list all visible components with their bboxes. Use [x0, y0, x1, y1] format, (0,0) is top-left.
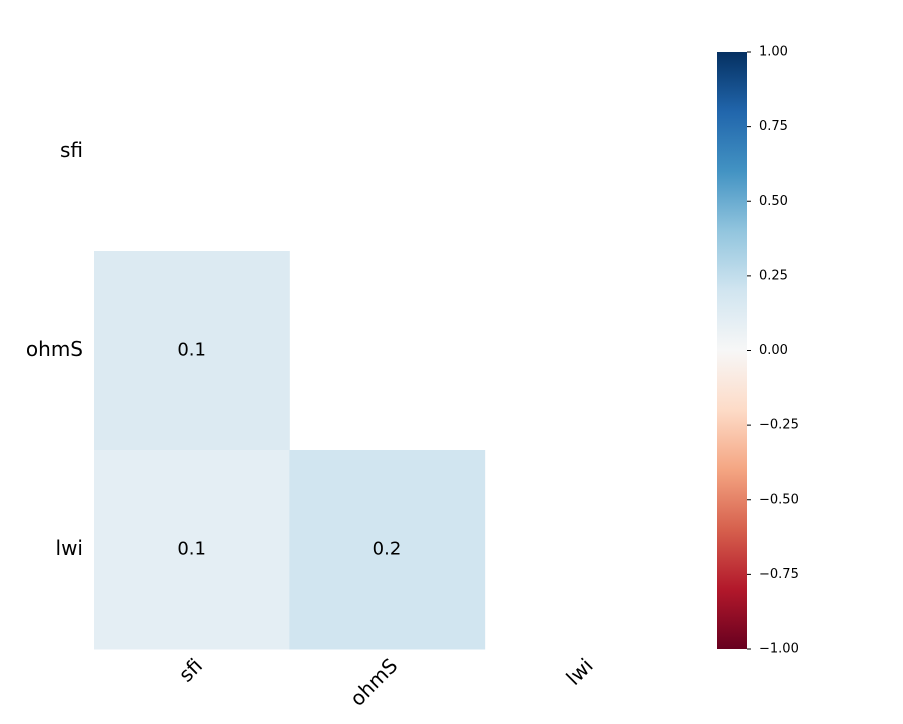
- colorbar-tick-label: 0.00: [759, 343, 788, 358]
- y-tick-label: ohmS: [26, 337, 83, 361]
- cell: [94, 450, 290, 650]
- colorbar-tick-label: 0.50: [759, 194, 788, 209]
- colorbar-tick-label: 0.75: [759, 119, 788, 134]
- x-tick-label: sfi: [174, 653, 207, 686]
- x-tick-label: lwi: [561, 653, 597, 689]
- colorbar-tick-label: 1.00: [759, 45, 788, 60]
- y-tick-label: lwi: [56, 536, 83, 560]
- cell: [289, 450, 486, 650]
- y-tick-label: sfi: [60, 138, 83, 162]
- x-tick-label: ohmS: [345, 653, 402, 710]
- cell-label: 0.1: [177, 539, 206, 560]
- colorbar-tick-label: 0.25: [759, 268, 788, 283]
- colorbar-tick-label: −1.00: [759, 642, 799, 657]
- colorbar-tick-label: −0.50: [759, 492, 799, 507]
- colorbar: [717, 52, 747, 649]
- cell-label: 0.1: [177, 340, 206, 361]
- cell-label: 0.2: [373, 539, 402, 560]
- cell: [94, 251, 290, 451]
- colorbar-tick-label: −0.75: [759, 567, 799, 582]
- colorbar-tick-label: −0.25: [759, 418, 799, 433]
